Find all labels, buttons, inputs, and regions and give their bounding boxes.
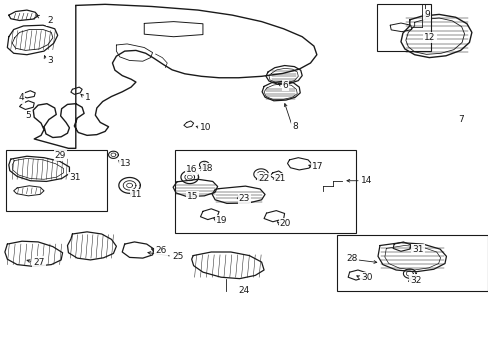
Text: 7: 7 xyxy=(458,115,464,124)
Text: 18: 18 xyxy=(202,163,213,172)
Text: 29: 29 xyxy=(55,151,66,160)
Text: 14: 14 xyxy=(360,176,371,185)
Text: 23: 23 xyxy=(238,194,249,203)
Text: 13: 13 xyxy=(120,159,131,168)
Text: 2: 2 xyxy=(47,16,53,25)
Text: 30: 30 xyxy=(360,274,372,282)
Text: 3: 3 xyxy=(47,56,53,65)
Text: 27: 27 xyxy=(33,258,44,266)
Text: 8: 8 xyxy=(292,122,298,131)
Bar xyxy=(175,150,355,233)
Bar xyxy=(337,235,487,291)
Text: 10: 10 xyxy=(199,123,211,132)
Text: 22: 22 xyxy=(258,174,269,183)
Text: 32: 32 xyxy=(409,276,420,284)
Text: 31: 31 xyxy=(69,173,81,181)
Bar xyxy=(6,150,106,211)
Text: 25: 25 xyxy=(172,252,183,261)
Text: 15: 15 xyxy=(186,192,198,201)
Text: 26: 26 xyxy=(155,246,166,256)
Text: 28: 28 xyxy=(346,254,357,263)
Text: 11: 11 xyxy=(131,190,142,199)
Text: 6: 6 xyxy=(282,81,288,90)
Text: 20: 20 xyxy=(279,219,290,228)
Text: 9: 9 xyxy=(424,10,429,19)
Text: 1: 1 xyxy=(85,94,91,102)
Text: 24: 24 xyxy=(238,286,249,295)
Text: 4: 4 xyxy=(19,94,24,102)
Text: 17: 17 xyxy=(311,162,323,171)
Text: 5: 5 xyxy=(25,111,31,120)
Text: 16: 16 xyxy=(185,165,197,174)
Text: 12: 12 xyxy=(424,33,435,42)
Text: 31: 31 xyxy=(411,245,423,253)
Text: 21: 21 xyxy=(274,174,285,183)
Text: 19: 19 xyxy=(216,216,227,225)
Bar xyxy=(376,4,430,51)
